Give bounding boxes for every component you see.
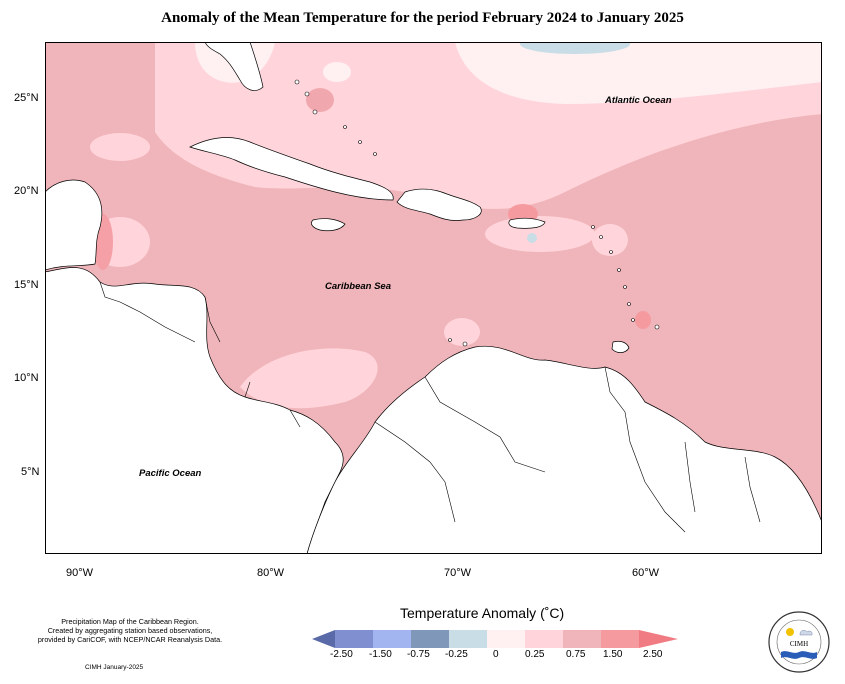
legend-swatch-2 xyxy=(373,630,411,648)
legend-tick-5: 0.25 xyxy=(525,649,545,660)
waves-icon xyxy=(781,651,817,659)
anomaly-zone-light-bahamas xyxy=(323,62,351,82)
lat-label-10n: 10°N xyxy=(14,372,39,384)
credits-line-3: provided by CariCOF, with NCEP/NCAR Rean… xyxy=(37,635,223,644)
cimh-logo: CIMH xyxy=(768,611,830,673)
legend-swatch-6 xyxy=(525,630,563,648)
legend-swatch-4 xyxy=(449,630,487,648)
legend-tick-8: 2.50 xyxy=(643,649,663,660)
land-trinidad xyxy=(611,340,630,353)
legend-tick-2: -0.75 xyxy=(407,649,430,660)
anomaly-zone-negative-north xyxy=(520,42,630,54)
color-legend xyxy=(312,630,678,648)
anomaly-zone-lightest xyxy=(455,42,822,104)
legend-tick-3: -0.25 xyxy=(445,649,468,660)
atlantic-ocean-label: Atlantic Ocean xyxy=(604,95,672,106)
cloud-icon xyxy=(799,630,813,636)
credits-line-2: Created by aggregating station based obs… xyxy=(47,626,213,635)
legend-swatch-8 xyxy=(601,630,639,648)
legend-tick-1: -1.50 xyxy=(369,649,392,660)
sun-icon xyxy=(786,628,794,636)
legend-tick-0: -2.50 xyxy=(330,649,353,660)
map-title: Anomaly of the Mean Temperature for the … xyxy=(161,10,684,26)
anomaly-zone-light-curacao xyxy=(444,318,480,346)
country-borders xyxy=(99,281,761,533)
land-cuba xyxy=(189,137,394,201)
anomaly-zone-light-lesser-antilles xyxy=(592,224,628,256)
anomaly-zone-warm-barbados xyxy=(635,311,651,329)
legend-swatch-5 xyxy=(487,630,525,648)
legend-tick-7: 1.50 xyxy=(603,649,623,660)
legend-swatch-3 xyxy=(411,630,449,648)
anomaly-zone-light-yucatan xyxy=(90,133,150,161)
legend-swatch-1 xyxy=(335,630,373,648)
anomaly-zone-warm-bahamas xyxy=(306,88,334,112)
land-jamaica xyxy=(311,218,346,232)
credits-line-1: Precipitation Map of the Caribbean Regio… xyxy=(61,617,199,626)
land-hispaniola xyxy=(396,188,482,221)
lon-label-60w: 60°W xyxy=(632,567,660,579)
lat-label-5n: 5°N xyxy=(21,466,40,478)
map-credits: Precipitation Map of the Caribbean Regio… xyxy=(10,617,250,644)
small-islands xyxy=(294,79,660,347)
lon-label-80w: 80°W xyxy=(257,567,285,579)
legend-title: Temperature Anomaly (˚C) xyxy=(400,605,565,621)
lat-label-15n: 15°N xyxy=(14,279,39,291)
legend-swatch-0 xyxy=(312,630,335,648)
lon-label-90w: 90°W xyxy=(66,567,94,579)
anomaly-zone-light-central-america xyxy=(240,348,378,409)
temperature-anomaly-map: Atlantic Ocean Caribbean Sea Pacific Oce… xyxy=(45,42,822,554)
land-puerto-rico xyxy=(508,217,546,229)
lat-label-20n: 20°N xyxy=(14,185,39,197)
legend-tick-4: 0 xyxy=(493,649,499,660)
legend-tick-6: 0.75 xyxy=(566,649,586,660)
logo-text: CIMH xyxy=(790,640,808,648)
land-florida xyxy=(204,42,264,91)
lon-label-70w: 70°W xyxy=(444,567,472,579)
land-yucatan xyxy=(45,179,103,271)
credits-date: CIMH January-2025 xyxy=(85,664,144,671)
map-border xyxy=(45,42,822,554)
anomaly-zone-negative-pr xyxy=(527,233,537,243)
pacific-ocean-label: Pacific Ocean xyxy=(139,468,202,479)
legend-swatch-9 xyxy=(639,630,678,648)
caribbean-sea-label: Caribbean Sea xyxy=(325,281,391,292)
legend-swatch-7 xyxy=(563,630,601,648)
lat-label-25n: 25°N xyxy=(14,92,39,104)
